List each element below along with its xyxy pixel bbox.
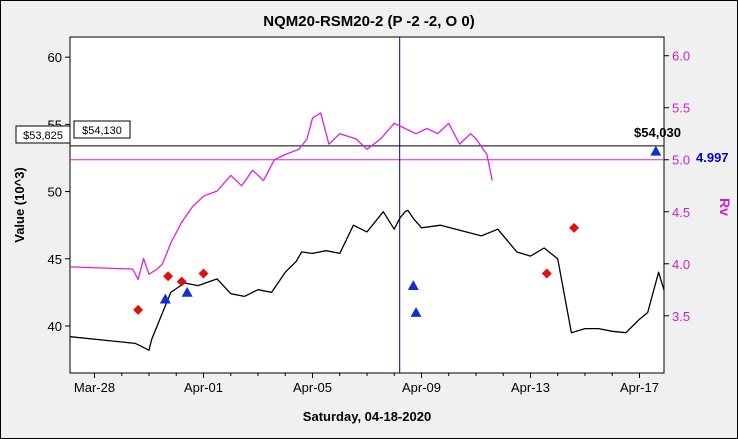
left-box-2-frame bbox=[73, 120, 131, 139]
y2-axis-label: Rv bbox=[717, 198, 733, 216]
y-tick-label-0: 40 bbox=[48, 319, 62, 334]
y2-tick-label-1: 4.0 bbox=[672, 257, 690, 272]
value-series-line bbox=[70, 209, 664, 351]
plot-area bbox=[69, 36, 665, 374]
sell-marker-0 bbox=[159, 293, 171, 304]
x-tick-label-2: Apr-05 bbox=[293, 380, 332, 395]
y2-tick-label-0: 3.5 bbox=[672, 309, 690, 324]
x-tick-label-1: Apr-01 bbox=[184, 380, 223, 395]
buy-marker-2 bbox=[176, 276, 187, 287]
y-axis-label: Value (10^3) bbox=[12, 167, 27, 243]
sell-marker-3 bbox=[410, 307, 422, 317]
buy-marker-3 bbox=[198, 268, 209, 279]
left-box-annotation-2: $54,130 bbox=[73, 120, 131, 139]
y2-tick-label-2: 4.5 bbox=[672, 205, 690, 220]
left-box-annotation-1: $53,825 bbox=[15, 125, 71, 144]
y2-tick-label-5: 6.0 bbox=[672, 49, 690, 64]
buy-marker-1 bbox=[163, 271, 174, 282]
x-tick-label-5: Apr-17 bbox=[620, 380, 659, 395]
x-tick-label-4: Apr-13 bbox=[511, 380, 550, 395]
sell-marker-2 bbox=[407, 280, 419, 291]
y2-tick-label-4: 5.5 bbox=[672, 101, 690, 116]
left-box-1-text: $53,825 bbox=[23, 130, 63, 142]
sell-marker-1 bbox=[181, 286, 193, 297]
x-axis-label: Saturday, 04-18-2020 bbox=[303, 409, 431, 424]
right-rv-annotation: 4.997 bbox=[696, 150, 729, 165]
buy-marker-4 bbox=[541, 268, 552, 279]
right-value-annotation: $54,030 bbox=[634, 125, 681, 140]
sell-marker-4 bbox=[650, 145, 662, 156]
left-box-2-text: $54,130 bbox=[82, 125, 122, 137]
x-tick-label-3: Apr-09 bbox=[402, 380, 441, 395]
buy-marker-0 bbox=[133, 304, 144, 315]
y2-tick-label-3: 5.0 bbox=[672, 153, 690, 168]
y-tick-label-1: 45 bbox=[48, 252, 62, 267]
y-tick-label-2: 50 bbox=[48, 185, 62, 200]
chart-title: NQM20-RSM20-2 (P -2 -2, O 0) bbox=[263, 13, 474, 30]
plot-layer bbox=[70, 37, 664, 373]
y-tick-label-4: 60 bbox=[48, 50, 62, 65]
rv-series-line bbox=[70, 112, 493, 281]
x-tick-label-0: Mar-28 bbox=[74, 380, 115, 395]
plot-clipped-group bbox=[70, 37, 664, 373]
left-box-1-frame bbox=[15, 125, 71, 144]
buy-marker-5 bbox=[569, 222, 580, 233]
